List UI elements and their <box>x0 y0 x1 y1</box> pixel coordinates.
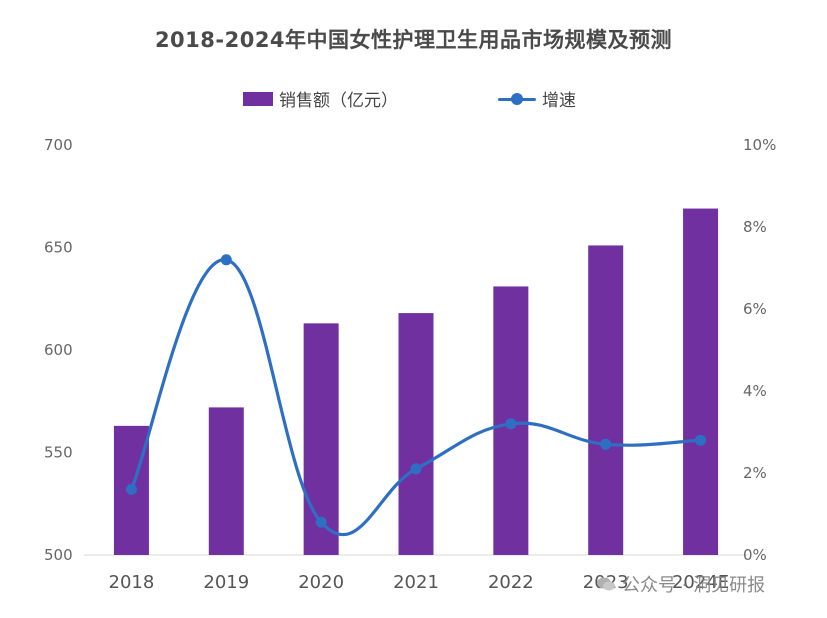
y-left-tick-label: 600 <box>44 341 73 359</box>
legend-label-sales: 销售额（亿元） <box>279 91 398 111</box>
y-right-tick-label: 0% <box>743 546 767 564</box>
watermark-text: 公众号 · 洞见研报 <box>622 575 766 596</box>
growth-point-2018 <box>125 483 137 495</box>
y-right-tick-label: 2% <box>743 464 767 482</box>
y-left-tick-label: 500 <box>44 546 73 564</box>
growth-point-2022 <box>505 418 517 430</box>
bar-2023 <box>588 245 624 555</box>
y-left-tick-label: 650 <box>44 239 73 257</box>
bar-2020 <box>303 323 339 555</box>
x-tick-label: 2021 <box>393 572 439 593</box>
y-right-tick-label: 6% <box>743 300 767 318</box>
y-right-tick-label: 4% <box>743 382 767 400</box>
x-tick-label: 2024E <box>672 572 729 593</box>
growth-point-2021 <box>410 463 422 475</box>
x-tick-label: 2018 <box>109 572 155 593</box>
x-tick-label: 2020 <box>298 572 344 593</box>
x-tick-label: 2019 <box>203 572 249 593</box>
y-left-tick-label: 700 <box>44 136 73 154</box>
legend-item-sales: 销售额（亿元） <box>243 86 398 111</box>
legend-swatch-bar <box>243 91 273 106</box>
bar-2019 <box>208 407 244 555</box>
legend-label-growth: 增速 <box>542 91 576 111</box>
y-right-tick-label: 8% <box>743 218 767 236</box>
bar-2024E <box>683 208 719 556</box>
growth-point-2024E <box>695 434 707 446</box>
growth-point-2019 <box>220 254 232 266</box>
wechat-icon <box>597 577 615 591</box>
legend-swatch-line <box>498 92 536 106</box>
growth-point-2023 <box>600 438 612 450</box>
watermark: 公众号 · 洞见研报 <box>596 571 765 597</box>
y-right-tick-label: 10% <box>743 136 776 154</box>
y-left-tick-label: 550 <box>44 444 73 462</box>
bar-2021 <box>398 313 434 555</box>
chart-title: 2018-2024年中国女性护理卫生用品市场规模及预测 <box>154 28 673 52</box>
chart-legend: 销售额（亿元） 增速 <box>0 86 827 111</box>
legend-item-growth: 增速 <box>498 86 576 111</box>
growth-line <box>129 258 703 537</box>
growth-point-2020 <box>315 516 327 528</box>
x-tick-label: 2022 <box>488 572 534 593</box>
